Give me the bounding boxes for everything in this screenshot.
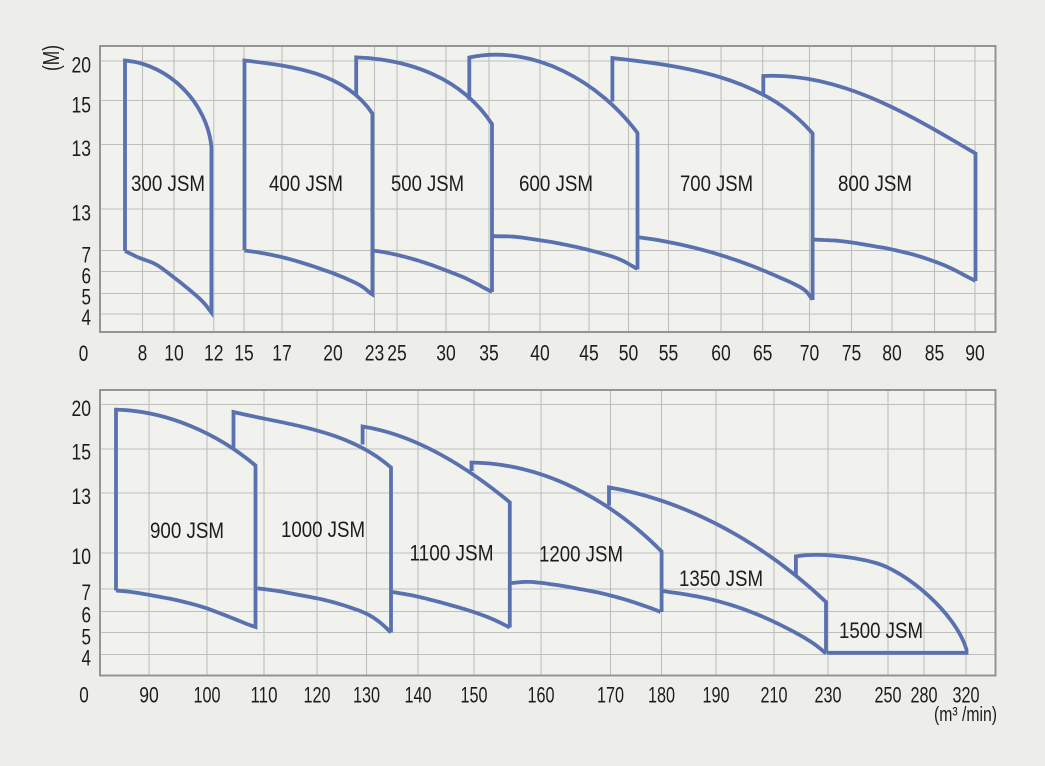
svg-text:8: 8 [138,341,148,366]
svg-text:20: 20 [72,396,92,421]
svg-text:5: 5 [82,625,92,650]
svg-text:80: 80 [882,341,902,366]
svg-text:17: 17 [272,341,292,366]
svg-text:100: 100 [194,683,221,708]
svg-text:210: 210 [761,683,788,708]
svg-text:230: 230 [815,683,842,708]
svg-text:120: 120 [304,683,331,708]
svg-text:5: 5 [82,285,92,310]
svg-text:400 JSM: 400 JSM [269,171,343,196]
svg-text:12: 12 [204,341,224,366]
svg-text:4: 4 [82,646,92,671]
svg-text:140: 140 [405,683,432,708]
svg-text:90: 90 [965,341,985,366]
svg-text:15: 15 [72,93,92,118]
svg-text:600 JSM: 600 JSM [519,171,593,196]
svg-text:(M): (M) [38,45,64,71]
svg-text:1200 JSM: 1200 JSM [539,542,623,567]
svg-text:7: 7 [82,243,92,268]
svg-text:20: 20 [323,341,343,366]
svg-text:75: 75 [842,341,862,366]
svg-text:23: 23 [365,341,385,366]
svg-text:90: 90 [139,683,159,708]
svg-text:150: 150 [461,683,488,708]
svg-text:40: 40 [530,341,550,366]
svg-text:160: 160 [528,683,555,708]
svg-text:900 JSM: 900 JSM [150,518,224,543]
svg-text:320: 320 [953,683,980,708]
svg-text:1500 JSM: 1500 JSM [839,618,923,643]
svg-text:15: 15 [234,341,254,366]
svg-text:190: 190 [703,683,730,708]
svg-text:13: 13 [72,136,92,161]
svg-text:700 JSM: 700 JSM [680,171,753,196]
svg-text:1000 JSM: 1000 JSM [281,517,365,542]
svg-text:30: 30 [436,341,456,366]
svg-text:6: 6 [82,264,92,289]
svg-text:50: 50 [619,341,639,366]
svg-text:7: 7 [82,580,92,605]
svg-text:55: 55 [659,341,679,366]
svg-text:25: 25 [387,341,407,366]
svg-text:65: 65 [753,341,773,366]
svg-text:1100 JSM: 1100 JSM [410,541,494,566]
svg-text:45: 45 [579,341,599,366]
svg-text:4: 4 [82,305,92,330]
svg-text:13: 13 [72,484,92,509]
svg-text:13: 13 [72,201,92,226]
svg-text:(m³ /min): (m³ /min) [934,704,997,726]
svg-text:10: 10 [72,544,92,569]
svg-text:180: 180 [648,683,675,708]
svg-text:170: 170 [597,683,624,708]
svg-text:0: 0 [79,341,89,366]
svg-text:0: 0 [79,683,89,708]
svg-text:6: 6 [82,603,92,628]
svg-text:1350 JSM: 1350 JSM [679,566,763,591]
svg-text:20: 20 [72,53,92,78]
svg-text:10: 10 [164,341,184,366]
svg-text:110: 110 [251,683,278,708]
svg-text:250: 250 [875,683,902,708]
svg-text:60: 60 [711,341,731,366]
svg-text:15: 15 [72,440,92,465]
svg-text:280: 280 [911,683,938,708]
svg-text:85: 85 [925,341,945,366]
svg-text:70: 70 [800,341,820,366]
svg-text:300 JSM: 300 JSM [131,171,205,196]
svg-text:800 JSM: 800 JSM [838,171,912,196]
svg-text:35: 35 [479,341,499,366]
svg-text:130: 130 [353,683,380,708]
svg-text:500 JSM: 500 JSM [391,171,464,196]
